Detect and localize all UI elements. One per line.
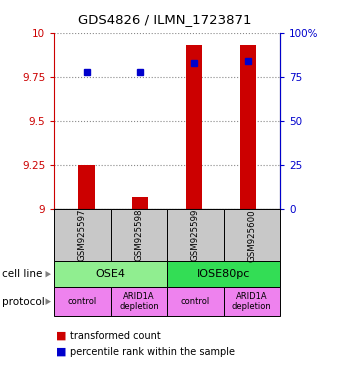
Text: transformed count: transformed count (70, 331, 161, 341)
Text: GSM925598: GSM925598 (134, 209, 144, 262)
Text: percentile rank within the sample: percentile rank within the sample (70, 347, 235, 357)
Bar (186, 45, 202, 209)
Bar (240, 45, 256, 209)
Bar (78, 165, 95, 209)
Text: GSM925599: GSM925599 (191, 209, 200, 262)
Text: IOSE80pc: IOSE80pc (197, 269, 250, 279)
Text: GDS4826 / ILMN_1723871: GDS4826 / ILMN_1723871 (78, 13, 251, 26)
Text: GSM925600: GSM925600 (247, 209, 256, 262)
Text: GSM925597: GSM925597 (78, 209, 87, 262)
Text: ARID1A
depletion: ARID1A depletion (119, 292, 159, 311)
Text: control: control (181, 297, 210, 306)
Text: protocol: protocol (2, 296, 44, 307)
Bar (132, 197, 148, 209)
Text: OSE4: OSE4 (96, 269, 126, 279)
Text: ARID1A
depletion: ARID1A depletion (232, 292, 272, 311)
Text: ■: ■ (56, 331, 66, 341)
Text: cell line: cell line (2, 269, 42, 279)
Text: ■: ■ (56, 347, 66, 357)
Text: control: control (68, 297, 97, 306)
